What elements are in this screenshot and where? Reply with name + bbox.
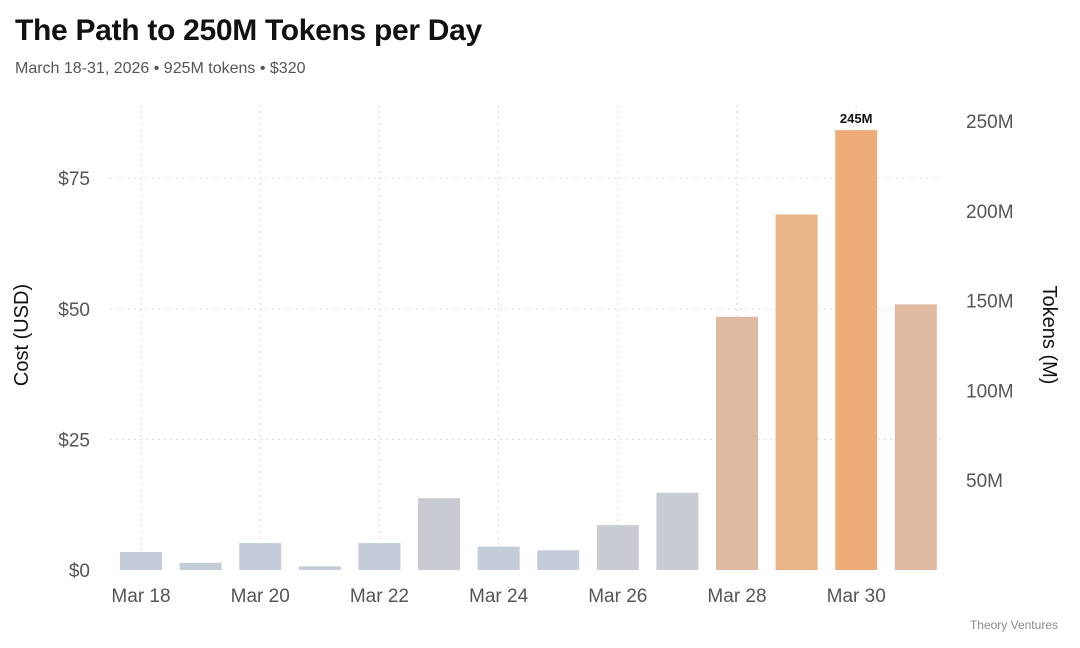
- bar-mar-24: [477, 546, 520, 570]
- x-tick-label: Mar 28: [707, 586, 766, 607]
- footer-credit: Theory Ventures: [969, 618, 1058, 632]
- left-axis: $0 $25 $50 $75: [58, 169, 90, 582]
- right-axis-title: Tokens (M): [1038, 286, 1060, 385]
- bar-mar-20: [239, 543, 282, 570]
- chart-subtitle: March 18-31, 2026 • 925M tokens • $320: [15, 60, 306, 77]
- right-tick-label: 100M: [966, 381, 1014, 402]
- right-tick-label: 200M: [966, 202, 1014, 223]
- grid-lines: [110, 105, 942, 570]
- right-tick-label: 250M: [966, 112, 1014, 133]
- x-tick-label: Mar 26: [588, 586, 647, 607]
- x-tick-label: Mar 24: [469, 586, 529, 607]
- data-label: 245M: [840, 111, 873, 126]
- left-tick-label: $50: [58, 300, 90, 321]
- bar-mar-21: [298, 566, 341, 570]
- bar-mar-30: [835, 130, 878, 570]
- right-axis: 50M 100M 150M 200M 250M: [966, 112, 1014, 492]
- bar-mar-26: [596, 525, 639, 570]
- bar-mar-29: [775, 214, 818, 570]
- right-tick-label: 150M: [966, 292, 1014, 313]
- data-labels: 245M: [840, 111, 873, 126]
- bar-mar-25: [537, 550, 580, 570]
- x-tick-label: Mar 18: [111, 586, 170, 607]
- bar-mar-23: [418, 498, 460, 570]
- bar-mar-19: [179, 562, 222, 570]
- x-tick-label: Mar 20: [231, 586, 290, 607]
- bar-mar-22: [358, 543, 401, 570]
- left-tick-label: $75: [58, 169, 90, 190]
- bar-mar-31: [894, 304, 937, 570]
- bars: [120, 130, 937, 570]
- x-tick-label: Mar 22: [350, 586, 409, 607]
- left-axis-title: Cost (USD): [11, 284, 33, 386]
- bar-mar-27: [656, 492, 699, 570]
- chart-title: The Path to 250M Tokens per Day: [15, 14, 482, 47]
- x-tick-label: Mar 30: [827, 586, 886, 607]
- right-tick-label: 50M: [966, 471, 1003, 492]
- left-tick-label: $0: [69, 561, 90, 582]
- bar-mar-28: [716, 316, 758, 570]
- left-tick-label: $25: [58, 430, 90, 451]
- bar-mar-18: [120, 552, 162, 570]
- x-axis: Mar 18 Mar 20 Mar 22 Mar 24 Mar 26 Mar 28 Mar …: [111, 586, 885, 607]
